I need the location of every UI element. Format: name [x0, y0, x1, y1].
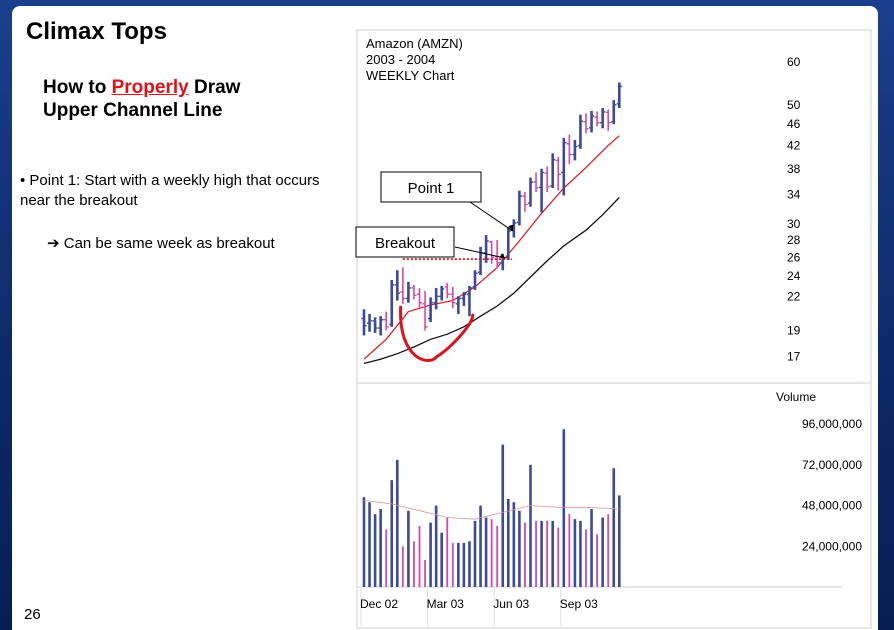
price-tick-label: 26 — [787, 250, 801, 264]
price-bar — [483, 235, 489, 263]
price-bar — [461, 292, 467, 307]
volume-tick-label: 96,000,000 — [802, 417, 862, 431]
subtitle-text-1: How to — [43, 77, 112, 98]
price-bar — [411, 284, 417, 300]
price-tick-label: 46 — [787, 117, 801, 131]
price-tick-label: 30 — [787, 217, 801, 231]
price-bar — [450, 286, 456, 309]
arrow-right-icon: ➔ — [47, 235, 60, 252]
price-bar — [611, 100, 617, 125]
slide-subtitle: How to Properly Draw Upper Channel Line — [43, 76, 240, 122]
price-bar — [533, 172, 539, 193]
volume-axis-label: Volume — [776, 390, 816, 404]
point1-callout-box — [380, 171, 482, 203]
x-tick-label: Sep 03 — [560, 597, 598, 611]
price-bar — [555, 156, 561, 191]
x-tick-label: Jun 03 — [493, 597, 529, 611]
volume-tick-label: 24,000,000 — [802, 539, 862, 553]
volume-tick-label: 72,000,000 — [802, 458, 862, 472]
subtitle-text-2: Draw — [188, 77, 241, 98]
price-tick-label: 34 — [787, 188, 801, 202]
moving-average-slow — [363, 197, 620, 365]
chart-caption-line-2: 2003 - 2004 — [366, 52, 435, 67]
price-tick-label: 28 — [787, 233, 801, 247]
price-tick-label: 17 — [787, 349, 801, 363]
cup-curve-annotation — [399, 305, 475, 362]
price-tick-label: 38 — [787, 162, 801, 176]
x-tick-label: Dec 02 — [360, 597, 398, 611]
price-bar — [405, 281, 411, 303]
price-bar — [383, 311, 389, 331]
price-bar — [577, 114, 584, 149]
volume-tick-label: 48,000,000 — [802, 499, 862, 513]
chart-caption-line-1: Amazon (AMZN) — [366, 36, 463, 51]
breakout-arrow-head — [499, 253, 506, 259]
price-bar — [378, 316, 384, 336]
price-bar — [539, 168, 545, 213]
price-tick-label: 19 — [787, 324, 801, 338]
breakout-callout-label: Breakout — [375, 235, 436, 252]
price-bar — [366, 313, 373, 332]
chart-caption-line-3: WEEKLY Chart — [366, 68, 455, 83]
price-bar — [594, 111, 600, 127]
price-bar — [466, 285, 473, 317]
price-bar — [522, 192, 528, 212]
price-bar — [439, 285, 445, 301]
price-bar — [372, 317, 378, 333]
price-bar — [422, 291, 428, 331]
price-tick-label: 22 — [787, 289, 801, 303]
price-bar — [416, 287, 423, 309]
price-bar — [527, 177, 534, 207]
point1-arrow-head — [508, 224, 514, 232]
point1-callout-label: Point 1 — [408, 180, 455, 197]
x-tick-label: Mar 03 — [427, 597, 465, 611]
breakout-arrow-line — [454, 246, 506, 259]
price-tick-label: 60 — [787, 55, 801, 69]
price-tick-label: 50 — [787, 98, 801, 112]
volume-average-line — [363, 500, 620, 520]
price-bar — [561, 137, 567, 196]
price-bar — [583, 113, 589, 134]
subtitle-highlight: Properly — [111, 77, 189, 98]
price-bar — [433, 287, 439, 310]
bullet-point-2-text: Can be same week as breakout — [63, 235, 275, 252]
price-bar — [472, 270, 478, 291]
subtitle-line-2: Upper Channel Line — [43, 100, 223, 121]
price-bar — [566, 134, 572, 164]
price-bar — [588, 110, 595, 133]
price-bar — [444, 282, 450, 299]
slide-title: Climax Tops — [26, 18, 167, 45]
bullet-point-1: • Point 1: Start with a weekly high that… — [20, 172, 320, 209]
price-bar — [550, 153, 556, 188]
price-bar — [600, 108, 606, 129]
price-bar — [572, 139, 578, 161]
price-bar — [394, 270, 400, 301]
page-number: 26 — [24, 606, 41, 623]
breakout-callout-box — [355, 226, 455, 258]
price-tick-label: 42 — [787, 138, 801, 152]
price-bar — [505, 227, 511, 261]
point1-arrow-line — [469, 201, 514, 232]
price-bar — [428, 297, 434, 323]
price-bar — [616, 82, 622, 109]
price-bar — [361, 309, 367, 336]
price-bar — [516, 190, 522, 226]
price-bar — [605, 109, 611, 131]
bullet-point-2: ➔ Can be same week as breakout — [47, 234, 275, 252]
price-tick-label: 24 — [787, 269, 801, 283]
price-bar — [389, 279, 395, 327]
price-bar — [544, 166, 550, 193]
price-bar — [455, 296, 461, 314]
price-bar — [400, 267, 406, 304]
